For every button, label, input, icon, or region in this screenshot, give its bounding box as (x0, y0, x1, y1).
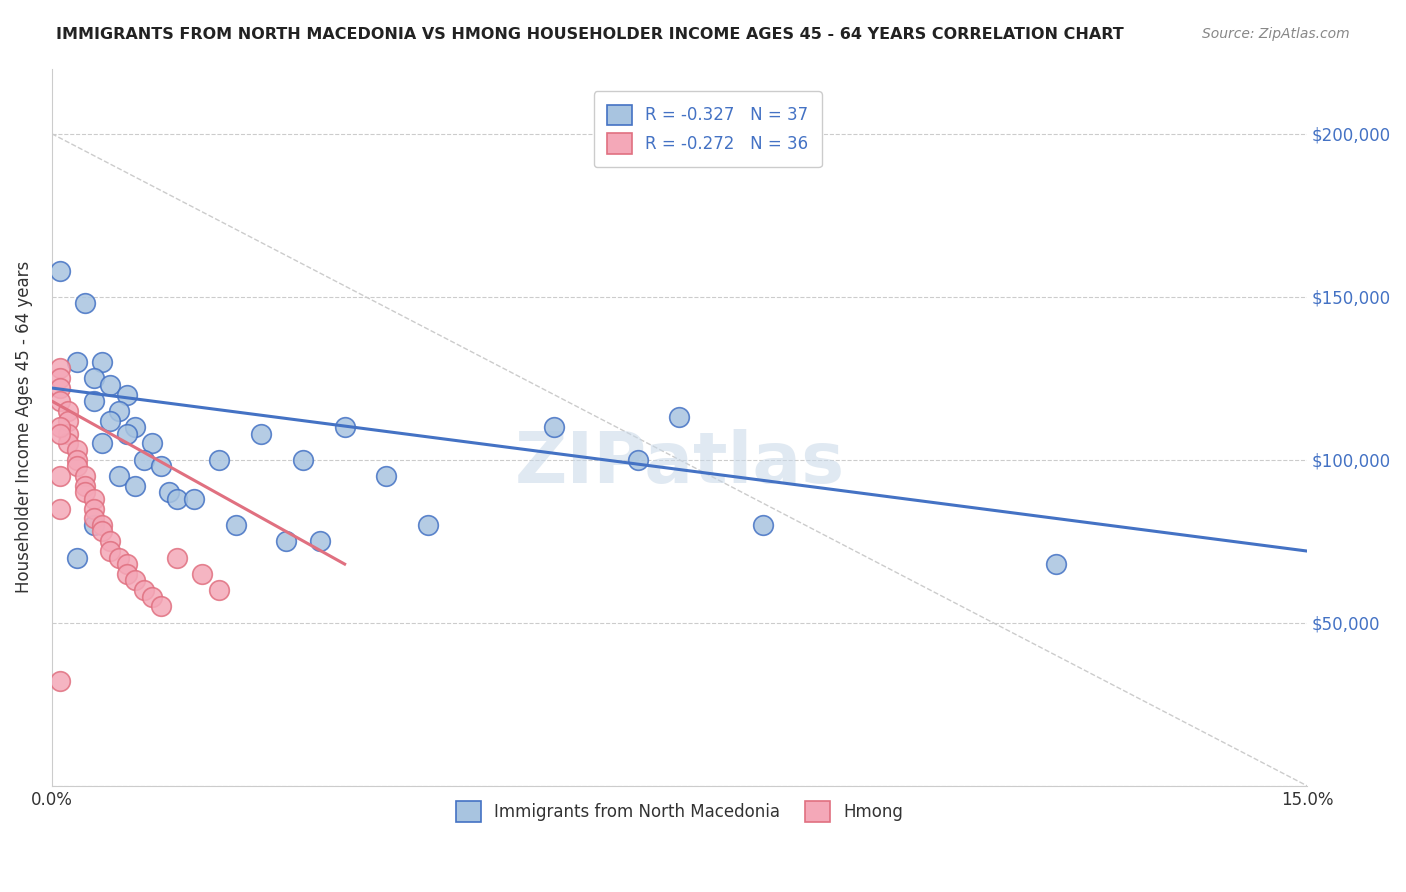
Point (291, 452, 314, 467)
Point (543, 420, 565, 434)
Point (183, 491, 205, 506)
Point (141, 436, 163, 450)
Point (58, 404, 80, 418)
Text: ZIPatlas: ZIPatlas (515, 428, 845, 498)
Point (75, 296, 97, 310)
Point (49, 420, 72, 434)
Point (91, 518, 114, 533)
Point (115, 426, 138, 441)
Point (58, 426, 80, 441)
Point (83, 511, 105, 525)
Point (98, 377, 121, 392)
Point (91, 355, 114, 369)
Point (418, 518, 440, 533)
Point (49, 371, 72, 385)
Point (49, 674, 72, 689)
Point (250, 426, 273, 441)
Point (115, 557, 138, 571)
Point (66, 442, 89, 457)
Point (668, 410, 690, 425)
Point (83, 394, 105, 409)
Point (66, 452, 89, 467)
Point (1045, 557, 1067, 571)
Point (75, 485, 97, 500)
Point (66, 355, 89, 369)
Point (58, 436, 80, 450)
Point (98, 414, 121, 428)
Point (124, 420, 146, 434)
Point (115, 566, 138, 581)
Point (98, 544, 121, 558)
Point (132, 583, 155, 598)
Point (107, 469, 129, 483)
Text: Source: ZipAtlas.com: Source: ZipAtlas.com (1202, 27, 1350, 41)
Point (149, 459, 172, 474)
Point (107, 404, 129, 418)
Point (83, 371, 105, 385)
Point (91, 436, 114, 450)
Point (83, 501, 105, 516)
Point (166, 550, 188, 565)
Point (49, 469, 72, 483)
Point (149, 599, 172, 614)
Point (124, 479, 146, 493)
Legend: Immigrants from North Macedonia, Hmong: Immigrants from North Macedonia, Hmong (443, 788, 917, 835)
Point (49, 394, 72, 409)
Point (141, 590, 163, 604)
Y-axis label: Householder Income Ages 45 - 64 years: Householder Income Ages 45 - 64 years (15, 261, 32, 593)
Point (66, 459, 89, 474)
Point (49, 426, 72, 441)
Point (91, 524, 114, 539)
Point (49, 361, 72, 376)
Point (124, 574, 146, 588)
Point (49, 501, 72, 516)
Point (208, 583, 231, 598)
Point (166, 491, 188, 506)
Point (191, 566, 214, 581)
Point (626, 452, 648, 467)
Point (157, 485, 180, 500)
Point (274, 534, 297, 549)
Point (208, 452, 231, 467)
Point (308, 534, 330, 549)
Point (225, 518, 247, 533)
Point (375, 469, 398, 483)
Text: IMMIGRANTS FROM NORTH MACEDONIA VS HMONG HOUSEHOLDER INCOME AGES 45 - 64 YEARS C: IMMIGRANTS FROM NORTH MACEDONIA VS HMONG… (56, 27, 1123, 42)
Point (75, 479, 97, 493)
Point (49, 381, 72, 395)
Point (58, 414, 80, 428)
Point (333, 420, 356, 434)
Point (75, 469, 97, 483)
Point (107, 550, 129, 565)
Point (115, 387, 138, 401)
Point (66, 550, 89, 565)
Point (752, 518, 775, 533)
Point (132, 452, 155, 467)
Point (83, 518, 105, 533)
Point (83, 491, 105, 506)
Point (98, 534, 121, 549)
Point (49, 263, 72, 277)
